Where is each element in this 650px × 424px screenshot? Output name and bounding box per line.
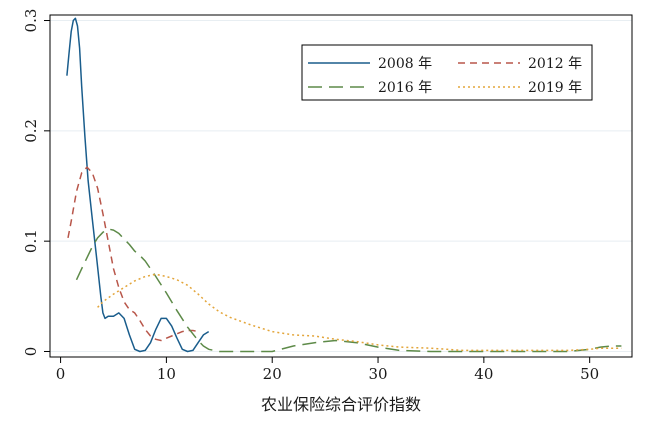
y-tick-label: 0 — [22, 347, 40, 357]
series-line-2 — [67, 166, 199, 342]
legend-label: 2008 年 — [378, 56, 432, 72]
legend-label: 2016 年 — [378, 80, 432, 96]
plot-frame — [49, 14, 633, 358]
series-line-1 — [66, 17, 210, 353]
axes-layer: 0 10 20 30 40 50 0 0.1 0.2 0.3 — [22, 9, 599, 383]
legend-label: 2012 年 — [528, 56, 582, 72]
y-tick-label: 0.3 — [22, 9, 40, 33]
series-line-3 — [75, 228, 622, 353]
legend-label: 2019 年 — [528, 80, 582, 96]
x-tick-label: 0 — [56, 365, 66, 383]
y-tick-label: 0.2 — [22, 119, 40, 143]
series-line-4 — [97, 273, 622, 352]
x-tick-label: 20 — [263, 365, 282, 383]
series-layer — [66, 17, 622, 353]
x-tick-label: 10 — [157, 365, 176, 383]
legend-box — [301, 44, 593, 101]
x-tick-label: 50 — [580, 365, 599, 383]
legend: 2008 年 2012 年 2016 年 2019 年 — [301, 44, 593, 101]
x-axis-title: 农业保险综合评价指数 — [261, 395, 421, 414]
x-tick-label: 40 — [474, 365, 493, 383]
y-tick-label: 0.1 — [22, 229, 40, 253]
x-tick-label: 30 — [368, 365, 387, 383]
